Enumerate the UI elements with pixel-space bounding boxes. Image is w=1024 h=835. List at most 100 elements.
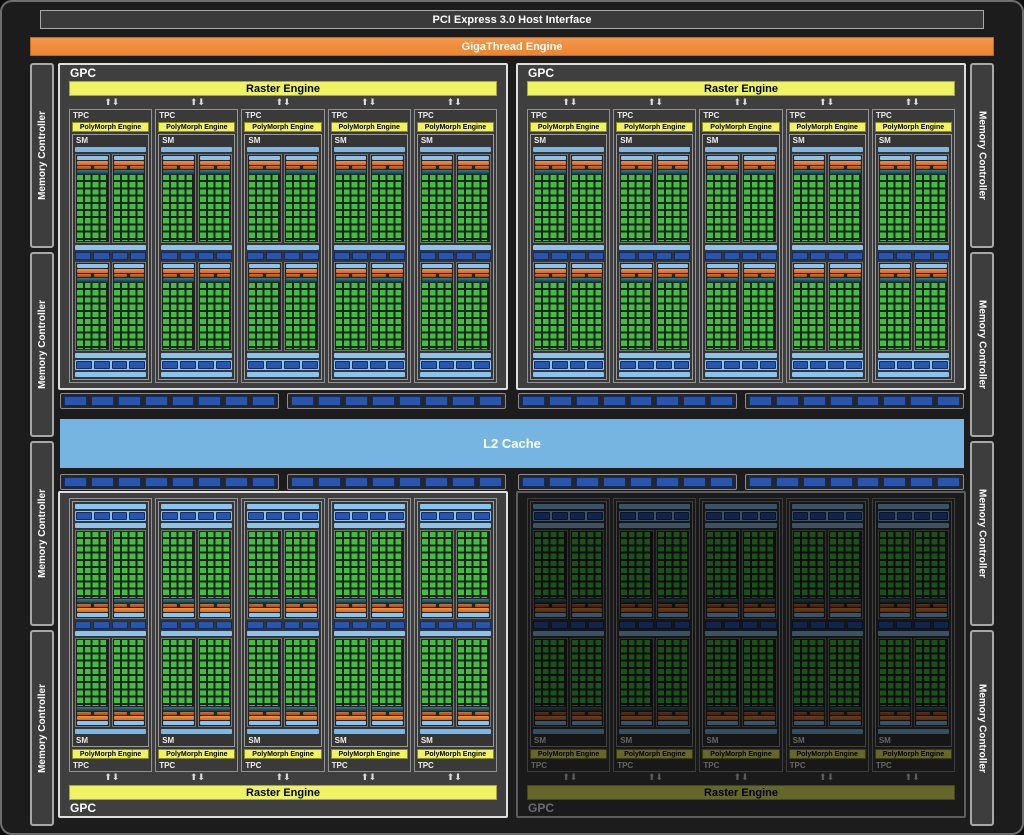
load-store-unit xyxy=(129,252,147,260)
dispatch-unit xyxy=(707,604,722,607)
shared-data-bar xyxy=(247,353,319,358)
cuda-core-grid xyxy=(830,640,861,706)
warp-scheduler-bar xyxy=(372,156,403,160)
sm-internals xyxy=(533,504,605,734)
load-store-unit-row xyxy=(791,511,863,521)
load-store-unit-row xyxy=(705,621,777,629)
dispatch-units xyxy=(421,712,453,715)
dispatch-unit xyxy=(372,712,387,715)
register-file-bar xyxy=(707,278,739,282)
shared-data-bar xyxy=(247,523,319,528)
gpc-label: GPC xyxy=(528,66,555,80)
dispatch-unit xyxy=(707,274,722,277)
dispatch-unit xyxy=(760,604,775,607)
register-file-bar xyxy=(621,278,652,282)
load-store-unit-row xyxy=(247,360,319,370)
dispatch-unit xyxy=(535,166,549,169)
dispatch-unit xyxy=(216,712,231,715)
cuda-core-grid xyxy=(286,532,317,598)
pci-express-host-interface-bar: PCI Express 3.0 Host Interface xyxy=(40,10,984,29)
dispatch-unit xyxy=(621,604,636,607)
cuda-core-grid xyxy=(335,175,367,241)
warp-scheduler-bar xyxy=(249,264,281,268)
load-store-unit xyxy=(533,621,550,629)
dispatch-unit xyxy=(933,274,948,277)
dispatch-bar xyxy=(657,608,689,612)
cuda-core-grid xyxy=(113,532,145,598)
crossbar-link xyxy=(575,396,599,406)
shared-data-bar xyxy=(533,631,605,636)
crossbar-link xyxy=(656,396,680,406)
dispatch-unit xyxy=(588,274,603,277)
sm-subpartition xyxy=(333,530,369,619)
sm-half xyxy=(75,638,147,727)
register-file-bar xyxy=(744,170,775,174)
texture-cache-bar xyxy=(333,372,405,377)
sm-subpartition xyxy=(655,262,691,351)
cuda-core-grid xyxy=(199,175,231,241)
dispatch-unit xyxy=(793,166,808,169)
load-store-unit xyxy=(76,361,92,369)
load-store-unit xyxy=(456,621,473,629)
polymorph-engine: PolyMorph Engine xyxy=(788,749,866,759)
dispatch-unit xyxy=(77,604,91,607)
raster-engine: Raster Engine xyxy=(69,785,497,800)
memory-controller-left-1: Memory Controller xyxy=(30,63,54,248)
warp-scheduler-bar xyxy=(421,264,453,268)
sm-subpartition xyxy=(456,262,492,351)
sm-half xyxy=(247,262,319,351)
polymorph-engine: PolyMorph Engine xyxy=(416,749,495,759)
load-store-unit xyxy=(216,621,233,629)
polymorph-engine: PolyMorph Engine xyxy=(788,122,866,132)
register-file-bar xyxy=(249,170,281,174)
tpc-label: TPC xyxy=(531,111,547,120)
dispatch-bar xyxy=(199,269,231,273)
dispatch-unit xyxy=(163,604,178,607)
load-store-unit xyxy=(569,252,586,260)
register-file-bar xyxy=(286,170,317,174)
load-store-unit xyxy=(534,512,550,520)
load-store-unit xyxy=(828,621,845,629)
sm-half xyxy=(619,154,691,243)
load-store-unit xyxy=(370,512,386,520)
shared-data-bar xyxy=(705,631,777,636)
instruction-cache-bar xyxy=(75,147,147,152)
sm-label: SM xyxy=(334,136,347,145)
dispatch-unit xyxy=(916,274,931,277)
dispatch-units xyxy=(113,166,145,169)
register-file-bar xyxy=(707,707,739,711)
polymorph-engine: PolyMorph Engine xyxy=(158,122,236,132)
warp-scheduler-bar xyxy=(830,264,861,268)
register-file-bar xyxy=(113,278,145,282)
up-down-arrows-icon: ⬆⬇ xyxy=(189,773,205,783)
dispatch-units xyxy=(458,166,490,169)
cuda-core-grid xyxy=(249,532,281,598)
dispatch-unit xyxy=(180,604,194,607)
sm: SM xyxy=(416,501,495,747)
load-store-unit xyxy=(914,361,931,369)
dispatch-units xyxy=(163,712,194,715)
dispatch-unit xyxy=(551,604,566,607)
sm-subpartition xyxy=(914,638,950,727)
polymorph-engine: PolyMorph Engine xyxy=(616,749,694,759)
dispatch-unit xyxy=(286,166,300,169)
register-file-bar xyxy=(372,278,403,282)
crossbar-link xyxy=(710,477,733,487)
register-file-bar xyxy=(879,278,911,282)
warp-scheduler-bar xyxy=(249,721,281,725)
load-store-unit-row xyxy=(161,511,233,521)
raster-tpc-links: ⬆⬇ ⬆⬇ ⬆⬇ ⬆⬇ ⬆⬇ xyxy=(69,772,497,784)
up-down-arrows-icon: ⬆⬇ xyxy=(904,773,920,783)
dispatch-unit xyxy=(335,274,350,277)
cuda-core-grid xyxy=(744,532,775,598)
texture-cache-bar xyxy=(877,372,950,377)
cuda-core-grid xyxy=(879,532,911,598)
dispatch-units xyxy=(657,166,689,169)
shared-data-bar xyxy=(75,353,147,358)
cuda-core-grid xyxy=(830,532,861,598)
load-store-unit xyxy=(456,252,473,260)
dispatch-unit xyxy=(180,712,194,715)
memory-controller-label: Memory Controller xyxy=(976,111,988,200)
sm-subpartition xyxy=(828,154,863,243)
load-store-unit-row xyxy=(247,511,319,521)
